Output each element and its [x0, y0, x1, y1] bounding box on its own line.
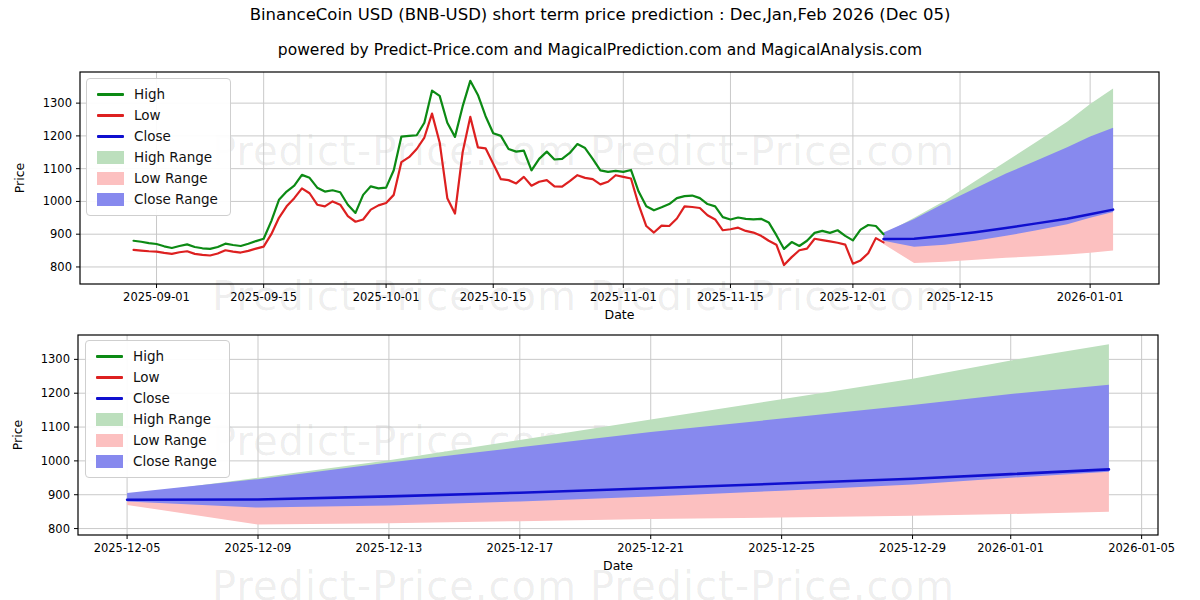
legend-line-swatch — [97, 114, 124, 117]
legend-entry: Close Range — [97, 191, 218, 208]
legend-entry: Low — [96, 369, 217, 386]
y-tick-label: 1200 — [41, 386, 70, 400]
legend-label: Close Range — [133, 455, 217, 469]
legend-patch-swatch — [96, 413, 123, 426]
x-tick-label: 2025-10-15 — [460, 290, 527, 304]
y-tick-label: 800 — [48, 522, 70, 536]
x-tick-label: 2025-12-25 — [748, 541, 815, 555]
legend-entry: Close — [96, 390, 217, 407]
legend-label: High — [133, 350, 164, 364]
y-axis-label: Price — [12, 162, 27, 193]
x-tick-label: 2025-12-05 — [94, 541, 161, 555]
legend-entry: Close Range — [96, 453, 217, 470]
legend-label: High Range — [134, 151, 212, 165]
legend-entry: Close — [97, 128, 218, 145]
legend-patch-swatch — [96, 434, 123, 447]
legend-label: Low Range — [134, 172, 208, 186]
legend-line-swatch — [96, 397, 123, 400]
legend-patch-swatch — [97, 172, 124, 185]
figure: BinanceCoin USD (BNB-USD) short term pri… — [0, 0, 1200, 600]
y-tick-label: 900 — [48, 488, 70, 502]
x-tick-label: 2025-12-21 — [617, 541, 684, 555]
legend-label: Low Range — [133, 434, 207, 448]
y-tick-label: 1100 — [43, 162, 72, 176]
legend-patch-swatch — [97, 193, 124, 206]
legend-label: Low — [134, 109, 161, 123]
legend-label: Close — [134, 130, 171, 144]
legend-entry: Low Range — [96, 432, 217, 449]
legend-line-swatch — [97, 135, 124, 138]
legend-entry: High — [97, 86, 218, 103]
legend-label: High Range — [133, 413, 211, 427]
x-tick-label: 2025-11-15 — [697, 290, 764, 304]
y-tick-label: 900 — [50, 227, 72, 241]
legend-label: Low — [133, 371, 160, 385]
y-tick-label: 1200 — [43, 129, 72, 143]
y-tick-label: 800 — [50, 260, 72, 274]
legend-entry: High — [96, 348, 217, 365]
x-tick-label: 2026-01-01 — [977, 541, 1044, 555]
x-tick-label: 2025-09-01 — [123, 290, 190, 304]
legend-line-swatch — [97, 93, 124, 96]
legend-patch-swatch — [96, 455, 123, 468]
x-tick-label: 2025-11-01 — [590, 290, 657, 304]
x-tick-label: 2025-10-01 — [353, 290, 420, 304]
x-tick-label: 2026-01-05 — [1108, 541, 1175, 555]
x-tick-label: 2025-09-15 — [230, 290, 297, 304]
y-tick-label: 1300 — [41, 352, 70, 366]
legend-entry: Low Range — [97, 170, 218, 187]
x-tick-label: 2025-12-09 — [225, 541, 292, 555]
legend-patch-swatch — [97, 151, 124, 164]
y-tick-label: 1100 — [41, 420, 70, 434]
legend-label: Close Range — [134, 193, 218, 207]
high-line — [134, 81, 884, 249]
legend-entry: High Range — [96, 411, 217, 428]
legend-line-swatch — [96, 376, 123, 379]
y-tick-label: 1000 — [43, 194, 72, 208]
x-axis-label: Date — [603, 558, 633, 573]
x-axis-label: Date — [605, 307, 635, 322]
x-tick-label: 2025-12-17 — [486, 541, 553, 555]
legend-entry: Low — [97, 107, 218, 124]
legend-entry: High Range — [97, 149, 218, 166]
y-axis-label: Price — [10, 419, 25, 450]
legend-line-swatch — [96, 355, 123, 358]
y-tick-label: 1000 — [41, 454, 70, 468]
legend-label: High — [134, 88, 165, 102]
x-tick-label: 2025-12-13 — [355, 541, 422, 555]
x-tick-label: 2025-12-15 — [927, 290, 994, 304]
y-tick-label: 1300 — [43, 96, 72, 110]
x-tick-label: 2025-12-29 — [879, 541, 946, 555]
bottom-chart-legend: High Low Close High Range Low Range Close Ran… — [85, 340, 230, 478]
top-chart-legend: High Low Close High Range Low Range Close Ran… — [86, 78, 231, 216]
x-tick-label: 2026-01-01 — [1057, 290, 1124, 304]
x-tick-label: 2025-12-01 — [819, 290, 886, 304]
legend-label: Close — [133, 392, 170, 406]
